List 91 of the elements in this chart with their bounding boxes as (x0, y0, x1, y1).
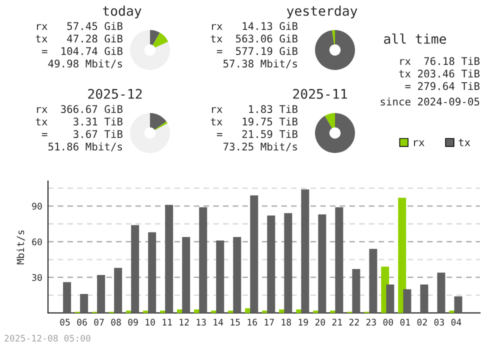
chart-title: today (102, 6, 142, 18)
bar (131, 225, 140, 313)
y-axis-title: Mbit/s (16, 230, 25, 264)
donut-slice (130, 113, 170, 153)
y-tick-label: 30 (32, 274, 42, 281)
donut-slice (130, 30, 170, 70)
legend-label: tx (458, 138, 470, 146)
text: rx 76.18 TiB (400, 56, 480, 66)
chart-title: 2025-12 (88, 88, 142, 99)
bar (403, 289, 412, 313)
text: rx 366.67 GiB (37, 104, 123, 114)
donut-slice (324, 113, 335, 128)
x-tick-label: 01 (400, 318, 410, 326)
bar (199, 207, 208, 313)
x-tick-label: 23 (366, 318, 376, 326)
x-tick-label: 16 (248, 318, 257, 326)
bar (454, 296, 462, 313)
x-tick-label: 14 (214, 318, 224, 326)
bar (182, 236, 190, 313)
bar (97, 274, 106, 313)
text: tx 47.28 GiB (36, 34, 123, 43)
chart-title: 2025-11 (293, 88, 347, 99)
text: = 577.19 GiB (216, 46, 298, 56)
x-tick-label: 00 (383, 318, 394, 326)
text: 51.86 Mbit/s (48, 142, 122, 152)
x-tick-label: 19 (298, 318, 308, 326)
text: 2025-12-08 05:00 (4, 334, 90, 342)
x-tick-label: 15 (230, 318, 240, 326)
text: all time (384, 34, 446, 44)
bar (165, 204, 174, 313)
donut-slice (315, 30, 355, 70)
x-tick-label: 22 (349, 318, 359, 326)
x-tick-label: 13 (196, 318, 206, 326)
bar (335, 207, 344, 313)
x-tick-label: 08 (111, 318, 121, 326)
x-tick-label: 18 (282, 318, 291, 326)
text: rx 1.83 TiB (212, 104, 298, 114)
text: = 104.74 GiB (42, 46, 123, 56)
x-tick-label: 17 (264, 318, 274, 326)
bar (318, 214, 326, 313)
bar (437, 272, 446, 313)
x-tick-label: 04 (451, 318, 462, 326)
bar (369, 248, 378, 313)
x-tick-label: 06 (77, 318, 87, 326)
y-tick-label: 90 (32, 202, 42, 210)
donut-slice (332, 30, 335, 44)
x-tick-label: 07 (94, 318, 104, 326)
chart-title: yesterday (286, 6, 358, 18)
text: = 3.67 TiB (42, 130, 123, 138)
x-tick-label: 10 (146, 318, 155, 326)
bar (250, 195, 258, 313)
bar (352, 269, 360, 313)
text: rx 57.45 GiB (37, 22, 123, 30)
bar (420, 284, 428, 313)
donut-slice (152, 32, 168, 48)
text: since 2024-09-05 (380, 97, 480, 106)
bar (301, 189, 310, 313)
x-tick-label: 02 (417, 318, 427, 326)
bar (148, 232, 156, 313)
text: tx 19.75 TiB (210, 117, 298, 126)
text: tx 3.31 TiB (36, 117, 123, 126)
x-tick-label: 05 (60, 318, 70, 326)
bar (114, 268, 122, 313)
x-tick-label: 12 (180, 318, 189, 326)
text: tx 563.06 GiB (210, 34, 298, 43)
y-tick-label: 60 (32, 238, 42, 246)
legend-label: rx (414, 140, 424, 146)
text: 57.38 Mbit/s (223, 59, 297, 68)
donut-slice (315, 113, 355, 153)
x-tick-label: 11 (162, 318, 172, 326)
bar (386, 284, 394, 313)
donut-slice (150, 30, 160, 46)
x-tick-label: 20 (315, 318, 325, 326)
text: = 279.64 TiB (405, 82, 480, 90)
x-tick-label: 21 (332, 318, 342, 326)
donut-slice (150, 113, 166, 130)
donut-slice (154, 122, 168, 130)
bar (284, 213, 292, 313)
bar (398, 198, 406, 313)
bar (216, 240, 224, 313)
text: = 21.59 TiB (216, 130, 298, 138)
bar (80, 294, 88, 313)
x-tick-label: 03 (434, 318, 444, 326)
x-tick-label: 09 (128, 318, 138, 326)
bar (267, 216, 276, 313)
text: tx 203.46 TiB (399, 69, 480, 78)
text: 73.25 Mbit/s (223, 142, 297, 152)
bar (63, 282, 72, 313)
text: rx 14.13 GiB (212, 22, 298, 30)
bar (233, 236, 242, 313)
text: 49.98 Mbit/s (48, 59, 122, 68)
